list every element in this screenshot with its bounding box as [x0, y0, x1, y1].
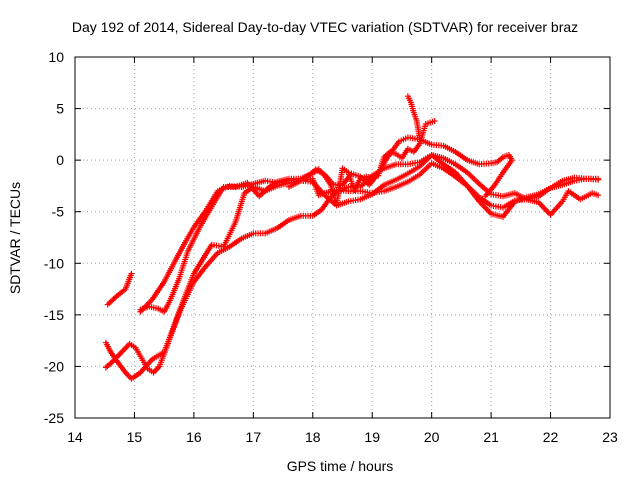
- x-tick-label: 15: [127, 429, 143, 445]
- series-line: [107, 273, 133, 306]
- x-tick-label: 16: [186, 429, 202, 445]
- y-tick-label: -15: [44, 307, 64, 323]
- x-tick-label: 19: [364, 429, 380, 445]
- x-tick-label: 20: [424, 429, 440, 445]
- x-tick-label: 17: [246, 429, 262, 445]
- y-axis-title: SDTVAR / TECUs: [7, 182, 23, 294]
- series-line: [139, 120, 435, 313]
- y-tick-label: 0: [56, 152, 64, 168]
- x-tick-label: 22: [543, 429, 559, 445]
- y-tick-label: -25: [44, 410, 64, 426]
- x-tick-label: 14: [67, 429, 83, 445]
- plot-frame: [74, 56, 611, 419]
- x-axis-title: GPS time / hours: [287, 458, 394, 474]
- series-layer: [102, 93, 602, 382]
- x-tick-label: 23: [602, 429, 618, 445]
- series-line: [105, 154, 599, 380]
- y-tick-label: 10: [48, 49, 64, 65]
- series-trace-7: [404, 93, 423, 143]
- axis-ticks: 14 15 16 17 18 19 20 21 22 23 -25 -20 -15 -10 -5 0 5 10: [44, 49, 618, 445]
- series-trace-1: [104, 270, 135, 308]
- series-trace-5: [137, 117, 438, 315]
- y-tick-label: -10: [44, 255, 64, 271]
- x-tick-label: 21: [483, 429, 499, 445]
- series-line: [407, 95, 421, 140]
- y-tick-label: 5: [56, 101, 64, 117]
- y-tick-label: -5: [52, 204, 65, 220]
- grid: [75, 57, 610, 418]
- y-tick-label: -20: [44, 358, 64, 374]
- series-line: [288, 162, 599, 209]
- x-tick-label: 18: [305, 429, 321, 445]
- series-trace-6: [286, 160, 602, 211]
- chart-title: Day 192 of 2014, Sidereal Day-to-day VTE…: [72, 19, 578, 35]
